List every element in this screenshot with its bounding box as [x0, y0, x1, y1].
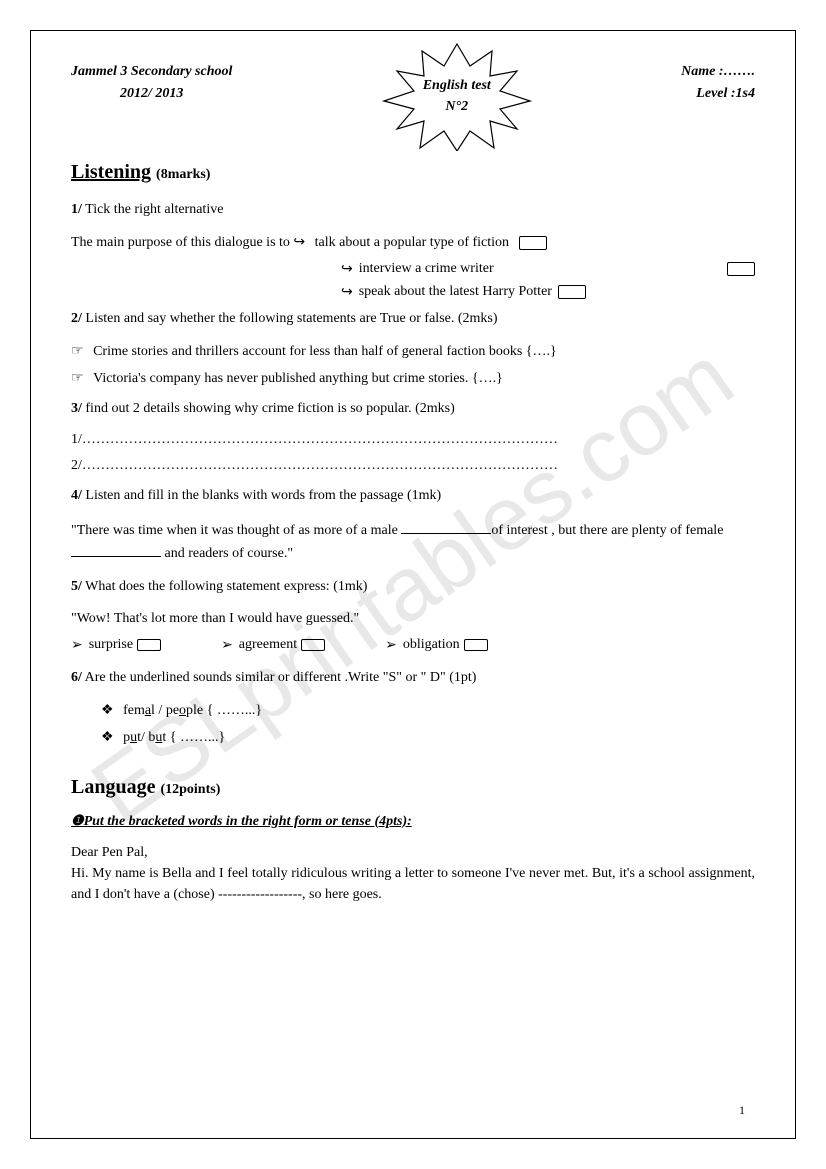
- diamond-icon: ❖: [101, 703, 117, 718]
- q3-num: 3/: [71, 401, 82, 416]
- q5-options: ➢ surprise ➢ agreement ➢ obligation: [71, 637, 755, 654]
- q4-blank2[interactable]: [71, 543, 161, 557]
- listening-marks: (8marks): [156, 167, 210, 182]
- q5-instr: What does the following statement expres…: [85, 579, 367, 594]
- burst-line2: N°2: [423, 96, 491, 117]
- q6: 6/ Are the underlined sounds similar or …: [71, 666, 755, 690]
- q3-line2[interactable]: 2/…………………………………………………………………………………………: [71, 458, 755, 474]
- q6-instr: Are the underlined sounds similar or dif…: [85, 670, 477, 685]
- q6-p2b: u: [130, 730, 137, 745]
- q1-opt2: interview a crime writer: [359, 261, 494, 277]
- q6-p2c: t/ b: [137, 730, 155, 745]
- school-year: 2012/ 2013: [71, 83, 232, 105]
- q1-opt3: speak about the latest Harry Potter: [359, 284, 552, 300]
- q4-instr: Listen and fill in the blanks with words…: [85, 488, 441, 503]
- listening-title: Listening (8marks): [71, 161, 755, 184]
- q1-opt1: talk about a popular type of fiction: [315, 235, 509, 250]
- name-label: Name :…….: [681, 61, 755, 83]
- q4-qa: "There was time when it was thought of a…: [71, 523, 401, 538]
- header-right: Name :……. Level :1s4: [681, 61, 755, 106]
- q4: 4/ Listen and fill in the blanks with wo…: [71, 484, 755, 508]
- diamond-icon: ❖: [101, 730, 117, 745]
- q2-s1-text: Crime stories and thrillers account for …: [93, 344, 557, 359]
- q1-opt3-row: ↪ speak about the latest Harry Potter: [71, 284, 755, 301]
- arrow-icon: ↪: [341, 284, 353, 301]
- q1-stem: The main purpose of this dialogue is to: [71, 235, 290, 250]
- q2: 2/ Listen and say whether the following …: [71, 307, 755, 331]
- q2-s2-text: Victoria's company has never published a…: [93, 371, 503, 386]
- q6-p2e: t { ……...}: [162, 730, 225, 745]
- q4-qc: and readers of course.": [161, 546, 293, 561]
- chevron-icon: ➢: [385, 637, 397, 654]
- q2-instr: Listen and say whether the following sta…: [85, 311, 497, 326]
- q6-p1e: ple { ……...}: [186, 703, 262, 718]
- q3-l2: 2/: [71, 458, 82, 473]
- listening-title-text: Listening: [71, 161, 151, 183]
- q1-opt3-box[interactable]: [558, 285, 586, 299]
- q1-instr: Tick the right alternative: [85, 202, 223, 217]
- q5-o3: ➢ obligation: [385, 637, 488, 654]
- level-label: Level :1s4: [681, 83, 755, 105]
- letter-body: Hi. My name is Bella and I feel totally …: [71, 863, 755, 905]
- q5-quote: "Wow! That's lot more than I would have …: [71, 611, 755, 627]
- q5-o2-box[interactable]: [301, 639, 325, 651]
- q1: 1/ Tick the right alternative: [71, 198, 755, 222]
- burst-line1: English test: [423, 75, 491, 96]
- q1-opt1-box[interactable]: [519, 236, 547, 250]
- language-title-text: Language: [71, 776, 155, 798]
- q3-l1: 1/: [71, 432, 82, 447]
- hand-icon: ☞: [71, 344, 87, 359]
- school-name: Jammel 3 Secondary school: [71, 61, 232, 83]
- language-title: Language (12points): [71, 776, 755, 799]
- q3-instr: find out 2 details showing why crime fic…: [85, 401, 454, 416]
- page-number: 1: [739, 1103, 745, 1118]
- q4-quote: "There was time when it was thought of a…: [71, 520, 755, 565]
- arrow-icon: ↪: [293, 235, 308, 250]
- q2-s2: ☞ Victoria's company has never published…: [71, 370, 755, 387]
- q6-pair1: ❖ femal / people { ……...}: [71, 702, 755, 719]
- q5-num: 5/: [71, 579, 82, 594]
- q5-o1-text: surprise: [89, 637, 133, 653]
- header: Jammel 3 Secondary school 2012/ 2013 Eng…: [71, 61, 755, 151]
- q5-o1-box[interactable]: [137, 639, 161, 651]
- language-marks: (12points): [160, 782, 220, 797]
- chevron-icon: ➢: [221, 637, 233, 654]
- lang-instruction: ❶Put the bracketed words in the right fo…: [71, 813, 755, 830]
- q5: 5/ What does the following statement exp…: [71, 575, 755, 599]
- lang-instr-num: ❶: [71, 814, 84, 829]
- q3-line1[interactable]: 1/…………………………………………………………………………………………: [71, 432, 755, 448]
- q2-s1: ☞ Crime stories and thrillers account fo…: [71, 343, 755, 360]
- q4-blank1[interactable]: [401, 520, 491, 534]
- hand-icon: ☞: [71, 371, 87, 386]
- q5-o1: ➢ surprise: [71, 637, 161, 654]
- q1-opt2-row: ↪ interview a crime writer: [71, 261, 755, 278]
- letter-greeting: Dear Pen Pal,: [71, 842, 755, 863]
- q6-p1c: l / pe: [151, 703, 179, 718]
- q5-o2: ➢ agreement: [221, 637, 325, 654]
- q2-num: 2/: [71, 311, 82, 326]
- q3: 3/ find out 2 details showing why crime …: [71, 397, 755, 421]
- q5-o3-box[interactable]: [464, 639, 488, 651]
- lang-instr-text: Put the bracketed words in the right for…: [84, 814, 412, 829]
- q6-p1a: fem: [123, 703, 145, 718]
- q6-num: 6/: [71, 670, 82, 685]
- q5-o2-text: agreement: [239, 637, 297, 653]
- q5-o3-text: obligation: [403, 637, 460, 653]
- q1-stem-row: The main purpose of this dialogue is to …: [71, 234, 755, 251]
- q1-num: 1/: [71, 202, 82, 217]
- chevron-icon: ➢: [71, 637, 83, 654]
- q4-qb: of interest , but there are plenty of fe…: [491, 523, 723, 538]
- q6-p2a: p: [123, 730, 130, 745]
- header-left: Jammel 3 Secondary school 2012/ 2013: [71, 61, 232, 106]
- q6-p1d: o: [179, 703, 186, 718]
- letter: Dear Pen Pal, Hi. My name is Bella and I…: [71, 842, 755, 905]
- starburst: English test N°2: [382, 41, 532, 151]
- arrow-icon: ↪: [341, 261, 353, 278]
- q4-num: 4/: [71, 488, 82, 503]
- q6-pair2: ❖ put/ but { ……...}: [71, 729, 755, 746]
- q1-opt2-box[interactable]: [727, 262, 755, 276]
